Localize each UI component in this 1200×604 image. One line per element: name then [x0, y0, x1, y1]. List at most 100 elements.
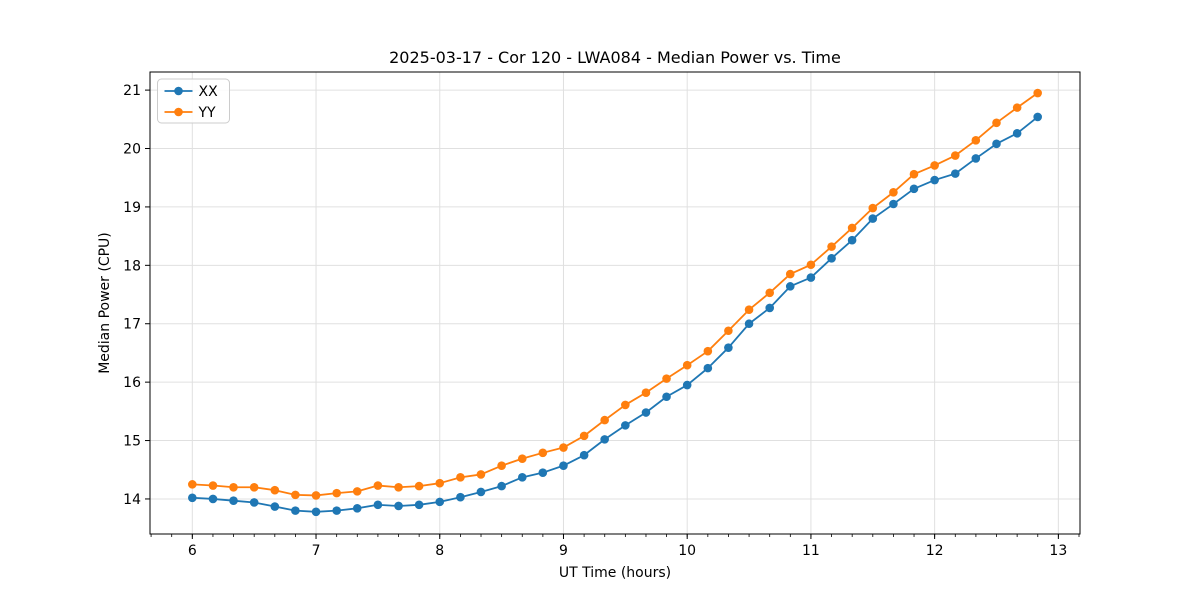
- data-point-YY: [517, 454, 527, 463]
- data-point-XX: [1033, 112, 1042, 122]
- data-point-YY: [456, 473, 465, 482]
- data-point-YY: [909, 169, 919, 179]
- x-axis-label: UT Time (hours): [559, 565, 671, 581]
- data-point-XX: [744, 319, 754, 329]
- legend-sample-marker-XX: [174, 86, 183, 96]
- data-point-XX: [249, 498, 259, 507]
- data-point-YY: [682, 360, 692, 370]
- data-point-XX: [311, 507, 321, 517]
- data-point-XX: [785, 282, 795, 291]
- legend-box: [157, 78, 230, 124]
- series-layer: [188, 88, 1042, 517]
- data-point-YY: [703, 346, 713, 356]
- data-point-XX: [992, 139, 1001, 149]
- data-point-XX: [394, 501, 403, 511]
- legend-label-YY: YY: [198, 105, 217, 121]
- data-point-XX: [208, 494, 218, 504]
- data-point-YY: [579, 431, 589, 441]
- data-point-YY: [229, 482, 238, 492]
- data-point-XX: [373, 500, 383, 510]
- data-point-XX: [724, 343, 733, 352]
- data-point-YY: [806, 260, 816, 270]
- data-point-YY: [889, 188, 898, 197]
- data-point-XX: [559, 461, 568, 470]
- legend-sample-marker-YY: [174, 107, 183, 117]
- data-point-YY: [847, 223, 857, 233]
- data-point-YY: [435, 478, 445, 488]
- data-point-YY: [188, 480, 197, 489]
- data-point-XX: [497, 481, 506, 491]
- data-point-XX: [806, 273, 816, 282]
- y-tick-label: 21: [123, 83, 141, 99]
- tick-layer: 6 7 8 9 10 11 12 13 14 15 16 17 18 19 20 21: [123, 83, 1080, 559]
- data-point-YY: [992, 118, 1001, 128]
- x-tick-label: 9: [559, 543, 568, 559]
- data-point-XX: [579, 450, 589, 460]
- data-point-XX: [332, 506, 341, 515]
- data-point-YY: [1033, 88, 1042, 98]
- data-point-XX: [476, 487, 486, 497]
- y-tick-label: 17: [123, 317, 141, 333]
- plot-border: [149, 71, 1081, 535]
- data-point-YY: [270, 485, 280, 495]
- data-point-YY: [662, 374, 671, 383]
- data-point-YY: [476, 470, 486, 479]
- data-point-YY: [373, 481, 383, 490]
- x-tick-label: 13: [1049, 543, 1067, 559]
- y-tick-label: 19: [123, 200, 141, 216]
- data-point-YY: [249, 482, 259, 492]
- data-point-XX: [682, 380, 692, 390]
- data-point-XX: [621, 421, 630, 430]
- data-point-YY: [930, 161, 939, 170]
- y-tick-label: 18: [123, 258, 141, 274]
- data-point-YY: [497, 461, 506, 470]
- legend-label-XX: XX: [199, 84, 219, 100]
- data-point-XX: [188, 493, 197, 503]
- data-point-XX: [847, 235, 857, 245]
- data-point-YY: [971, 136, 981, 145]
- y-tick-label: 20: [123, 142, 141, 158]
- x-tick-label: 8: [435, 543, 444, 559]
- legend-item-YY: YY: [164, 105, 217, 121]
- data-point-XX: [435, 497, 445, 507]
- data-point-YY: [765, 288, 775, 298]
- data-point-YY: [785, 269, 795, 279]
- data-point-YY: [332, 488, 341, 498]
- data-point-XX: [456, 492, 465, 502]
- data-point-XX: [600, 435, 609, 444]
- data-point-XX: [1012, 129, 1022, 138]
- x-tick-label: 12: [926, 543, 944, 559]
- data-point-YY: [641, 388, 651, 397]
- data-point-XX: [909, 184, 919, 194]
- data-point-YY: [414, 481, 424, 491]
- series-path-YY: [192, 92, 1039, 497]
- data-point-YY: [559, 443, 568, 452]
- data-point-YY: [311, 491, 321, 500]
- data-point-XX: [229, 496, 238, 506]
- data-point-XX: [889, 199, 898, 209]
- data-point-YY: [950, 151, 960, 160]
- x-tick-label: 6: [188, 543, 197, 559]
- y-tick-label: 16: [123, 375, 141, 391]
- data-point-XX: [291, 506, 300, 515]
- data-point-YY: [538, 448, 548, 458]
- data-point-XX: [971, 154, 981, 163]
- data-point-YY: [600, 415, 609, 425]
- data-point-XX: [827, 254, 836, 263]
- x-tick-label: 11: [802, 543, 820, 559]
- data-point-XX: [517, 473, 527, 482]
- y-tick-label: 14: [123, 492, 141, 508]
- y-axis-label: Median Power (CPU): [97, 232, 113, 374]
- grid-layer: [150, 72, 1080, 534]
- data-point-XX: [703, 363, 713, 373]
- data-point-YY: [621, 400, 630, 410]
- data-point-YY: [208, 481, 218, 490]
- line-series-XX: [188, 112, 1042, 517]
- data-point-XX: [270, 502, 280, 511]
- line-series-YY: [188, 88, 1042, 500]
- data-point-YY: [352, 487, 362, 496]
- data-point-XX: [930, 175, 939, 185]
- data-point-XX: [352, 504, 362, 513]
